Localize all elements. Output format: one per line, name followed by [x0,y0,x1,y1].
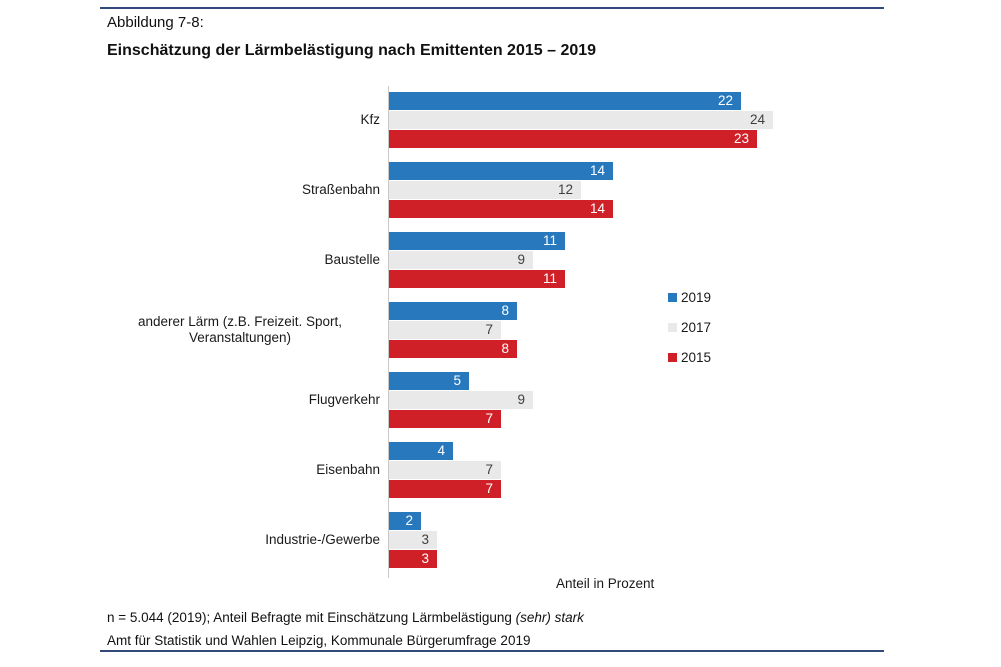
figure-label: Abbildung 7-8: [107,14,204,31]
bar-2019: 5 [389,372,469,390]
bar-value-label: 11 [542,271,557,286]
bar-stack: 14 12 14 [389,162,613,218]
bar-value-label: 5 [453,373,461,388]
legend-item-2015: 2015 [668,349,712,365]
bar-value-label: 2 [405,513,413,528]
bar-2017: 3 [389,531,437,549]
legend: 2019 2017 2015 [668,290,711,380]
bar-value-label: 14 [589,163,605,178]
legend-swatch-icon [668,322,677,332]
bar-group: Industrie-/Gewerbe 2 3 3 [100,512,890,568]
bar-value-label: 23 [733,131,749,146]
bar-stack: 11 9 11 [389,232,565,288]
bar-2017: 24 [389,111,773,129]
x-axis-label: Anteil in Prozent [556,576,655,591]
bar-value-label: 12 [557,182,573,197]
bar-value-label: 24 [749,112,765,127]
bar-value-label: 8 [501,303,509,318]
bar-value-label: 9 [517,252,525,267]
bar-2019: 14 [389,162,613,180]
bar-2015: 7 [389,480,501,498]
bar-group: Flugverkehr 5 9 7 [100,372,890,428]
bar-value-label: 7 [485,462,493,477]
bar-2017: 7 [389,461,501,479]
bar-value-label: 7 [485,481,493,496]
bar-2015: 23 [389,130,757,148]
legend-swatch-icon [668,352,677,362]
bar-2015: 14 [389,200,613,218]
bar-stack: 4 7 7 [389,442,501,498]
bar-2015: 11 [389,270,565,288]
bar-group: Eisenbahn 4 7 7 [100,442,890,498]
bar-chart-plot: Kfz 22 24 23 Straßenbahn 14 12 14 Baustelle 11 9 11… [100,92,890,568]
bottom-rule [100,650,884,652]
category-label: Straßenbahn [301,182,380,197]
category-label: Eisenbahn [316,462,380,477]
bar-value-label: 8 [501,341,509,356]
legend-label: 2015 [681,349,712,365]
bar-group: Straßenbahn 14 12 14 [100,162,890,218]
legend-item-2017: 2017 [668,319,712,335]
bar-2017: 7 [389,321,501,339]
bar-2019: 22 [389,92,741,110]
bar-2017: 12 [389,181,581,199]
bar-group: Baustelle 11 9 11 [100,232,890,288]
bar-value-label: 11 [542,233,557,248]
legend-item-2019: 2019 [668,289,712,305]
bar-value-label: 3 [421,551,429,566]
bar-2015: 8 [389,340,517,358]
bar-2019: 8 [389,302,517,320]
category-label: Baustelle [324,252,380,267]
bar-2015: 3 [389,550,437,568]
bar-value-label: 4 [437,443,445,458]
bar-2019: 2 [389,512,421,530]
bar-2017: 9 [389,251,533,269]
category-label: Flugverkehr [308,392,380,407]
category-label: Kfz [360,112,380,127]
chart-title: Einschätzung der Lärmbelästigung nach Em… [107,42,597,59]
bar-value-label: 14 [589,201,605,216]
bar-value-label: 7 [485,322,493,337]
top-rule [100,7,884,9]
bar-value-label: 9 [517,392,525,407]
bar-stack: 5 9 7 [389,372,533,428]
bar-2019: 4 [389,442,453,460]
bar-value-label: 3 [421,532,429,547]
category-label: Industrie-/Gewerbe [265,532,380,547]
footnote-source: Amt für Statistik und Wahlen Leipzig, Ko… [107,633,531,648]
bar-group: anderer Lärm (z.B. Freizeit. Sport, Vera… [100,302,890,358]
legend-label: 2017 [681,319,712,335]
bar-value-label: 7 [485,411,493,426]
footnote-regular-text: n = 5.044 (2019); Anteil Befragte mit Ei… [107,610,516,625]
bar-2015: 7 [389,410,501,428]
bar-2017: 9 [389,391,533,409]
bar-group: Kfz 22 24 23 [100,92,890,148]
y-axis-line [388,86,389,578]
footnote-italic-text: (sehr) stark [515,610,584,625]
legend-label: 2019 [681,289,712,305]
footnote-sample-note: n = 5.044 (2019); Anteil Befragte mit Ei… [107,610,584,625]
bar-value-label: 22 [717,93,733,108]
bar-stack: 22 24 23 [389,92,773,148]
category-label: anderer Lärm (z.B. Freizeit. Sport, Vera… [137,314,343,345]
legend-swatch-icon [668,292,677,302]
bar-2019: 11 [389,232,565,250]
